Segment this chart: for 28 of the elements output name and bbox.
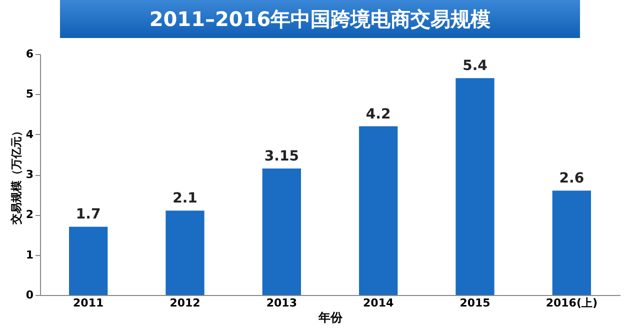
- y-tick-label: 5: [26, 88, 34, 101]
- data-label: 5.4: [462, 58, 488, 74]
- chart-title: 2011–2016年中国跨境电商交易规模: [60, 0, 580, 38]
- data-label: 1.7: [76, 206, 101, 223]
- y-tick-label: 6: [26, 48, 34, 60]
- x-axis-title: 年份: [318, 310, 344, 324]
- bar: [166, 210, 204, 295]
- bar: [69, 226, 108, 295]
- x-tick-label: 2011: [73, 296, 104, 310]
- x-tick-label: 2016(上): [546, 296, 598, 310]
- bar: [456, 78, 494, 295]
- bar: [359, 126, 398, 295]
- y-tick-label: 2: [26, 208, 34, 222]
- bar: [552, 190, 591, 295]
- data-label: 2.1: [172, 190, 198, 207]
- y-tick-label: 3: [26, 168, 34, 181]
- data-label: 4.2: [366, 106, 391, 122]
- x-tick-label: 2012: [170, 296, 200, 310]
- data-label: 3.15: [264, 148, 299, 164]
- bar: [262, 168, 301, 295]
- y-tick-label: 4: [26, 128, 34, 141]
- x-tick-label: 2014: [363, 296, 394, 310]
- y-tick-label: 1: [26, 248, 34, 262]
- x-tick-label: 2013: [266, 296, 297, 310]
- x-tick-label: 2015: [460, 296, 490, 310]
- data-label: 2.6: [559, 170, 584, 187]
- y-axis-title: 交易规模（万亿元）: [10, 126, 23, 226]
- y-tick-label: 0: [26, 288, 34, 302]
